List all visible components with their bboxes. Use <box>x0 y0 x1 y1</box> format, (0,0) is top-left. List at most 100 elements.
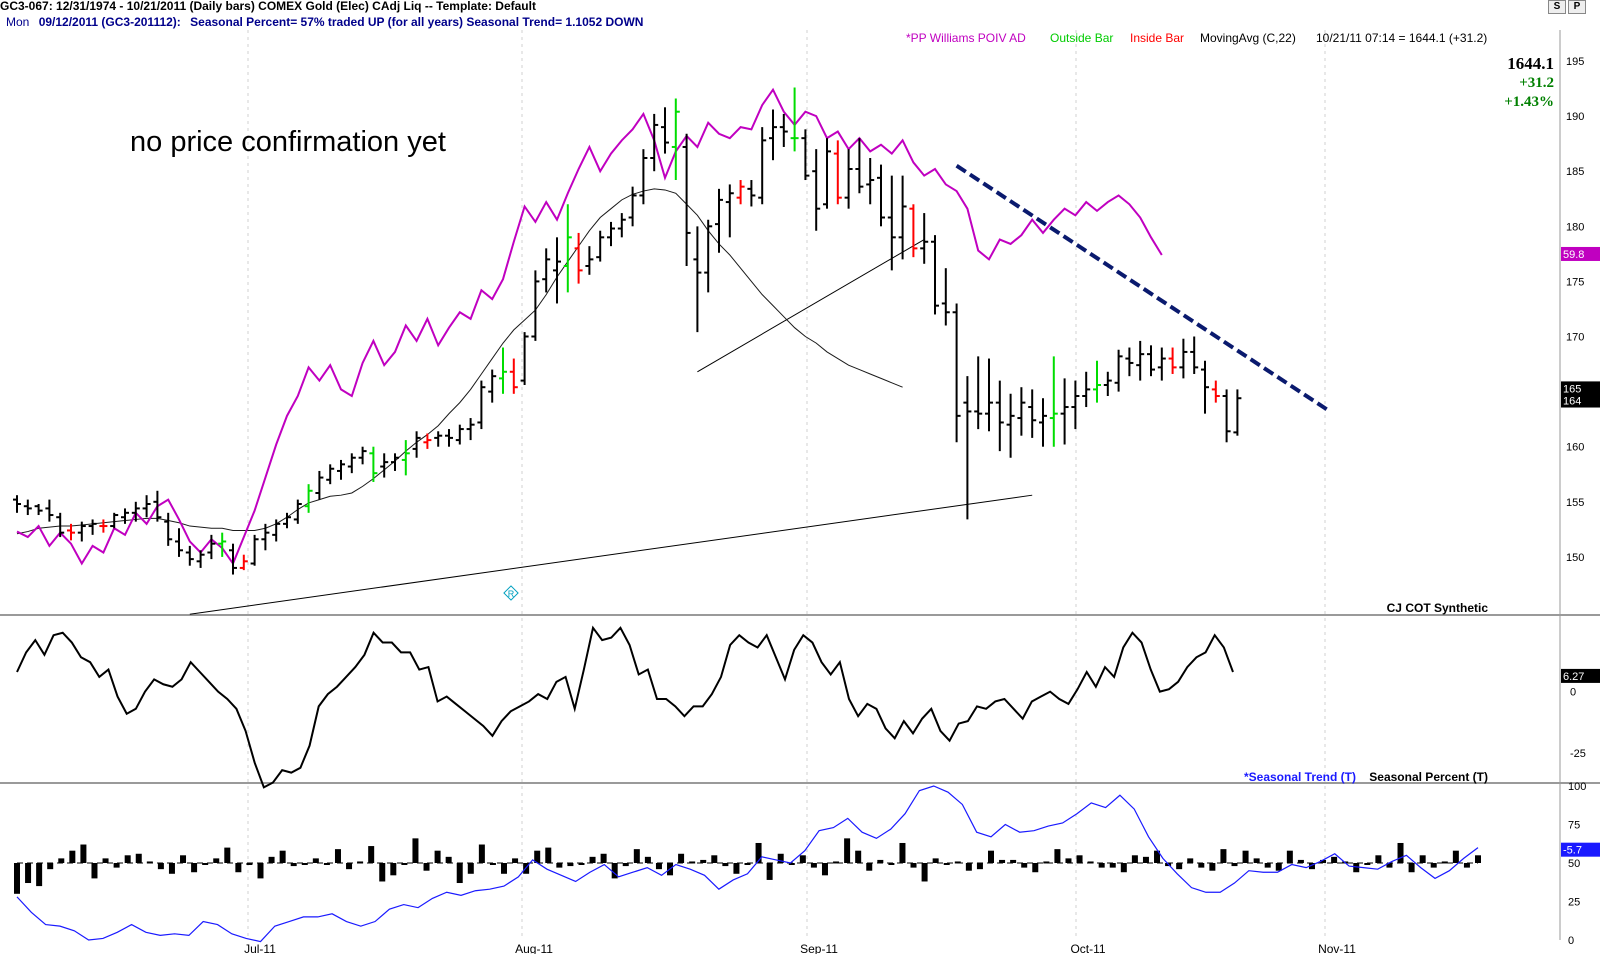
seasonal-percent-bar <box>1253 858 1260 863</box>
poiv-last-label-box <box>1561 246 1600 261</box>
info-date: 09/12/2011 (GC3-201112): <box>38 15 181 29</box>
seasonal-percent-bar <box>1220 849 1227 863</box>
price-bar <box>596 230 605 262</box>
chart-area[interactable]: Jul-11 Aug-11 Sep-11 Oct-11 Nov-11 150 155 160 1… <box>0 30 1600 954</box>
price-bar <box>736 180 745 205</box>
price-bar <box>823 138 831 209</box>
seasonal-tick-label: 75 <box>1568 820 1580 832</box>
annotation-text: no price confirmation yet <box>130 126 446 158</box>
seasonal-percent-bar <box>456 863 463 884</box>
seasonal-percent-bar <box>777 853 784 863</box>
legend-outside-bar: Outside Bar <box>1050 31 1113 45</box>
y-tick-label: 190 <box>1566 111 1584 123</box>
seasonal-percent-bar <box>988 850 994 863</box>
corner-button-p[interactable]: P <box>1568 0 1586 14</box>
seasonal-percent-bar <box>1176 863 1183 870</box>
trendlines <box>189 164 1332 615</box>
y-tick-label: 175 <box>1566 276 1584 288</box>
price-bar <box>963 376 972 520</box>
price-bar <box>747 180 756 207</box>
seasonal-percent-bar <box>1441 861 1448 864</box>
seasonal-percent-bar <box>733 863 740 874</box>
price-bar <box>1201 360 1209 414</box>
seasonal-percent-bar <box>954 861 961 864</box>
price-bar <box>23 499 32 516</box>
seasonal-percent-bar <box>1463 863 1470 868</box>
price-bar <box>1222 389 1231 443</box>
seasonal-percent-bar <box>47 863 54 870</box>
seasonal-percent-bar <box>135 853 142 863</box>
seasonal-percent-bar <box>423 863 430 871</box>
seasonal-percent-bar <box>246 863 253 865</box>
price-bar <box>207 534 216 560</box>
price-bar <box>553 237 561 304</box>
price-bar <box>445 429 453 447</box>
seasonal-percent-bar <box>1209 863 1216 871</box>
price-bar <box>1179 338 1188 379</box>
price-bar <box>607 221 615 247</box>
seasonal-percent-bar <box>279 850 286 863</box>
readout-change: +31.2 <box>1519 75 1554 91</box>
price-bar <box>466 418 475 441</box>
seasonal-tick-label: 25 <box>1568 897 1580 909</box>
price-bars <box>13 87 1242 575</box>
seasonal-percent-bar <box>700 859 707 863</box>
seasonal-percent-bar <box>711 855 718 863</box>
label-seasonal-trend: *Seasonal Trend (T) <box>1244 770 1356 784</box>
seasonal-percent-bar <box>512 858 519 863</box>
price-bar <box>293 499 302 524</box>
price-bar <box>693 226 702 333</box>
price-bar <box>337 459 345 480</box>
seasonal-percent-bar <box>1187 858 1194 863</box>
price-bar <box>56 512 65 538</box>
seasonal-percent-bar <box>1109 863 1116 868</box>
price-bar <box>110 512 119 529</box>
y-tick-label: 150 <box>1566 552 1584 564</box>
price-bar <box>520 332 529 385</box>
price-bar <box>855 138 864 194</box>
seasonal-percent-bar <box>932 858 939 863</box>
support-trendline <box>697 239 925 373</box>
seasonal-percent-bar <box>766 863 773 880</box>
axis-labels: Jul-11 Aug-11 Sep-11 Oct-11 Nov-11 150 155 160 1… <box>244 56 1600 954</box>
seasonal-percent-bar <box>1364 863 1371 865</box>
price-bar <box>423 433 432 449</box>
price-bar <box>542 248 551 293</box>
price-bar <box>1060 378 1069 445</box>
seasonal-percent-bar <box>379 863 386 882</box>
seasonal-percent-bar <box>489 863 496 865</box>
seasonal-percent-bar <box>146 861 153 864</box>
price-bar <box>13 495 21 513</box>
seasonal-percent-bar <box>323 863 330 865</box>
price-bar <box>1006 393 1015 458</box>
seasonal-percent-bar <box>434 850 441 863</box>
seasonal-percent-bar <box>346 863 353 870</box>
seasonal-percent-bar <box>102 858 109 863</box>
price-bar <box>887 175 896 271</box>
price-bar <box>185 545 194 566</box>
seasonal-percent-bar <box>478 844 485 863</box>
seasonal-percent-bar <box>69 850 76 863</box>
seasonal-percent-bar <box>1452 850 1459 863</box>
price-bar <box>682 133 691 266</box>
corner-button-s[interactable]: S <box>1548 0 1566 14</box>
seasonal-percent-bar <box>1231 863 1238 867</box>
seasonal-percent-bar <box>390 863 397 876</box>
seasonal-percent-bar <box>25 863 32 884</box>
price-bar <box>563 204 572 293</box>
seasonal-percent-bar <box>224 847 231 863</box>
x-tick-label: Oct-11 <box>1070 942 1105 954</box>
seasonal-percent-bar <box>877 859 884 863</box>
seasonal-percent-bar <box>1275 863 1282 871</box>
price-bar <box>509 358 518 394</box>
price-bar <box>650 113 659 172</box>
cot-last-label-box <box>1561 668 1600 683</box>
price-bar <box>391 453 399 471</box>
window-title-bar: GC3-067: 12/31/1974 - 10/21/2011 (Daily … <box>0 0 1600 15</box>
seasonal-percent-bar <box>943 863 950 865</box>
last-price-label-1-box <box>1561 381 1600 396</box>
seasonal-percent-bar <box>191 863 198 873</box>
seasonal-percent-bar <box>855 850 862 863</box>
price-bar <box>67 523 75 541</box>
seasonal-percent-bar <box>556 863 563 868</box>
